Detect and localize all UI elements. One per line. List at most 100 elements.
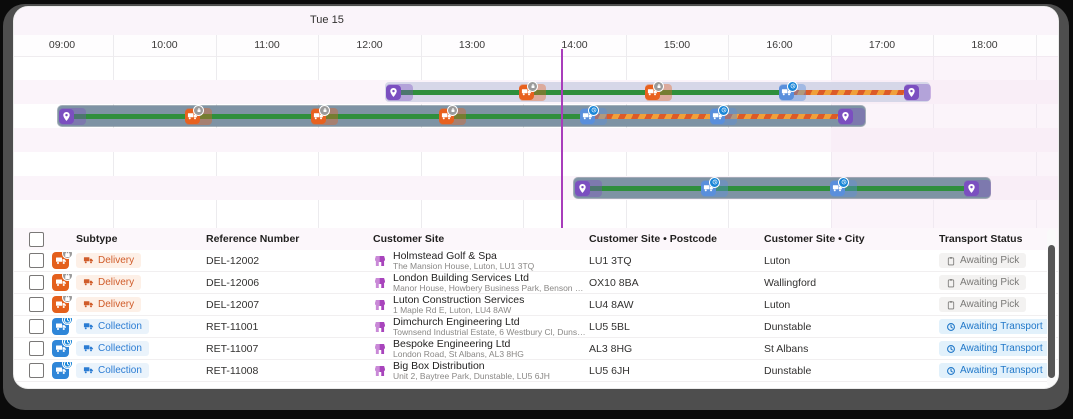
location-pin-icon[interactable] <box>59 108 74 124</box>
row-checkbox[interactable] <box>29 363 44 378</box>
building-icon <box>373 342 387 356</box>
delivery-truck-icon[interactable] <box>185 104 204 124</box>
hour-label: 09:00 <box>48 39 76 51</box>
clock-badge-icon <box>718 104 729 116</box>
delivery-truck-icon[interactable] <box>311 104 330 124</box>
table-row[interactable]: Collection RET-11001 Dimchurch Engineering… <box>14 316 1058 338</box>
hour-label: 10:00 <box>151 39 178 51</box>
hour-label: 14:00 <box>561 39 588 51</box>
route-segment-travelled <box>393 89 786 95</box>
subtype-badge: Delivery <box>76 275 142 290</box>
day-label: Tue 15 <box>310 14 344 26</box>
lock-badge-icon <box>527 80 538 92</box>
timeline-row <box>14 128 1058 152</box>
collection-truck-icon <box>52 362 73 379</box>
reference-number: DEL-12006 <box>206 276 260 289</box>
lock-badge-icon <box>319 104 330 116</box>
transport-status-badge: Awaiting Transport <box>939 319 1050 334</box>
row-checkbox[interactable] <box>29 253 44 268</box>
table-row[interactable]: Collection RET-11008 Big Box Distribution U… <box>14 360 1058 382</box>
collection-truck-icon[interactable] <box>580 104 599 124</box>
city: Dunstable <box>764 320 812 333</box>
location-pin-icon[interactable] <box>904 84 919 100</box>
table-row[interactable]: Delivery DEL-12007 Luton Construction Serv… <box>14 294 1058 316</box>
scrollbar-thumb[interactable] <box>1048 245 1055 378</box>
table-row[interactable]: Delivery DEL-12006 London Building Service… <box>14 272 1058 294</box>
clock-badge-icon <box>62 362 73 369</box>
collection-truck-icon <box>52 340 73 357</box>
column-header-subtype[interactable]: Subtype <box>76 233 118 245</box>
time-ruler: 09:00 10:00 11:00 12:00 13:00 14:00 15:00 16:00… <box>14 35 1058 57</box>
location-pin-icon[interactable] <box>575 180 590 196</box>
subtype-badge: Collection <box>76 341 149 356</box>
scheduler-panel: Tue 15 09:00 10:00 11:00 12:00 13:00 14:00 15:… <box>14 7 1058 388</box>
transport-status-badge: Awaiting Pick <box>939 253 1027 268</box>
hour-label: 16:00 <box>766 39 793 51</box>
city: Wallingford <box>764 276 817 289</box>
column-header-customer-site-city[interactable]: Customer Site • City <box>764 233 865 245</box>
collection-truck-icon[interactable] <box>779 80 798 100</box>
hour-label: 18:00 <box>971 39 998 51</box>
hour-label: 11:00 <box>254 39 280 51</box>
postcode: AL3 8HG <box>589 342 633 355</box>
customer-site-name: London Building Services Ltd <box>393 272 530 284</box>
route-segment-planned <box>786 89 911 95</box>
row-checkbox[interactable] <box>29 275 44 290</box>
column-header-customer-site-postcode[interactable]: Customer Site • Postcode <box>589 233 717 245</box>
location-pin-icon[interactable] <box>838 108 853 124</box>
lock-badge-icon <box>62 296 73 303</box>
hour-label: 15:00 <box>663 39 691 51</box>
city: St Albans <box>764 342 809 355</box>
column-header-transport-status[interactable]: Transport Status <box>939 233 1023 245</box>
reference-number: DEL-12007 <box>206 298 260 311</box>
clock-badge-icon <box>838 176 849 188</box>
transport-status-badge: Awaiting Pick <box>939 297 1027 312</box>
row-checkbox[interactable] <box>29 297 44 312</box>
clock-badge-icon <box>787 80 798 92</box>
gantt-day-header: Tue 15 <box>14 7 1058 36</box>
row-checkbox[interactable] <box>29 319 44 334</box>
city: Dunstable <box>764 364 812 377</box>
reference-number: RET-11007 <box>206 342 259 355</box>
customer-site-name: Big Box Distribution <box>393 360 485 372</box>
delivery-truck-icon <box>52 296 73 313</box>
customer-site-address: Manor House, Howbery Business Park, Bens… <box>393 283 587 293</box>
collection-truck-icon[interactable] <box>701 176 720 196</box>
transport-status-badge: Awaiting Pick <box>939 275 1027 290</box>
subtype-badge: Collection <box>76 319 149 334</box>
row-checkbox[interactable] <box>29 341 44 356</box>
delivery-truck-icon <box>52 274 73 291</box>
timeline-area <box>14 56 1058 228</box>
transport-status-badge: Awaiting Transport <box>939 341 1050 356</box>
delivery-truck-icon[interactable] <box>519 80 538 100</box>
delivery-truck-icon <box>52 252 73 269</box>
reference-number: RET-11008 <box>206 364 259 377</box>
building-icon <box>373 276 387 290</box>
collection-truck-icon[interactable] <box>830 176 849 196</box>
table-row[interactable]: Delivery DEL-12002 Holmstead Golf & Spa The… <box>14 250 1058 272</box>
delivery-truck-icon[interactable] <box>645 80 664 100</box>
delivery-truck-icon[interactable] <box>439 104 458 124</box>
clock-badge-icon <box>588 104 599 116</box>
table-header: Subtype Reference Number Customer Site Cust… <box>14 228 1058 251</box>
hour-label: 12:00 <box>356 39 383 51</box>
collection-truck-icon <box>52 318 73 335</box>
location-pin-icon[interactable] <box>386 84 401 100</box>
route-segment-travelled <box>582 185 972 191</box>
lock-badge-icon <box>193 104 204 116</box>
column-header-customer-site[interactable]: Customer Site <box>373 233 445 245</box>
lock-badge-icon <box>62 274 73 281</box>
subtype-badge: Collection <box>76 363 149 378</box>
customer-site-address: The Mansion House, Luton, LU1 3TQ <box>393 261 535 271</box>
city: Luton <box>764 254 791 267</box>
collection-truck-icon[interactable] <box>710 104 729 124</box>
customer-site-address: 1 Maple Rd E, Luton, LU4 8AW <box>393 305 512 315</box>
table-row[interactable]: Collection RET-11007 Bespoke Engineering L… <box>14 338 1058 360</box>
location-pin-icon[interactable] <box>964 180 979 196</box>
column-header-reference-number[interactable]: Reference Number <box>206 233 300 245</box>
postcode: LU1 3TQ <box>589 254 632 267</box>
select-all-checkbox[interactable] <box>29 231 44 247</box>
route-segment-travelled <box>66 113 587 119</box>
building-icon <box>373 254 387 268</box>
